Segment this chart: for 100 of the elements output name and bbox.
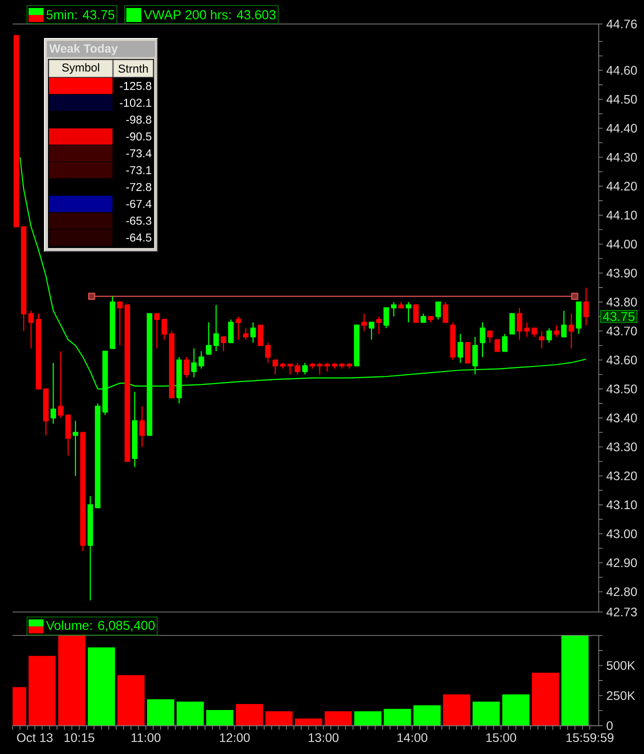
- y-tick-label: 43.50: [606, 384, 637, 394]
- bar: [265, 711, 293, 726]
- candlestick: [464, 342, 470, 364]
- y-tick-label: 500K: [606, 661, 636, 670]
- bar: [147, 699, 174, 726]
- candlestick: [554, 324, 560, 338]
- y-tick-label: 44.20: [606, 182, 637, 191]
- candlestick: [361, 313, 367, 332]
- candlestick: [480, 322, 486, 358]
- bar: [176, 702, 204, 726]
- candlestick: [324, 362, 330, 372]
- candlestick: [58, 350, 64, 418]
- candlestick: [413, 304, 419, 323]
- y-tick-label: 0: [606, 721, 613, 730]
- candlestick: [532, 328, 538, 338]
- legend-label: 5min: 43.75: [46, 10, 114, 20]
- candlestick: [435, 302, 441, 320]
- y-tick-label: 44.00: [606, 240, 637, 249]
- candlestick: [458, 333, 464, 364]
- x-tick-label: 11:00: [132, 733, 160, 742]
- candlestick: [316, 362, 322, 376]
- candlestick: [14, 35, 20, 228]
- candlestick: [487, 330, 493, 344]
- candlestick: [368, 322, 374, 340]
- y-tick-label: 44.40: [606, 124, 637, 133]
- candlestick: [162, 318, 168, 340]
- candlestick: [472, 336, 478, 376]
- candlestick: [242, 328, 248, 340]
- bar: [561, 635, 589, 726]
- y-tick-label: 43.90: [606, 268, 637, 278]
- candlestick: [398, 302, 404, 308]
- data-label: -72.8: [126, 182, 152, 192]
- candlestick: [516, 307, 522, 340]
- bar: [58, 635, 86, 726]
- y-tick-label: 44.50: [606, 94, 637, 104]
- candlestick: [28, 310, 34, 349]
- data-label: -98.8: [126, 116, 152, 124]
- y-tick-label: 42.80: [606, 587, 637, 596]
- candlestick: [139, 406, 145, 448]
- data-label: -64.5: [126, 234, 152, 242]
- y-tick-label: 43.30: [606, 442, 637, 452]
- y-tick-label: 43.10: [606, 500, 637, 510]
- bar: [206, 710, 234, 726]
- candlestick: [236, 316, 242, 340]
- candlestick: [302, 362, 308, 376]
- y-tick-label: 250K: [606, 691, 636, 700]
- x-tick-label: 13:00: [308, 733, 338, 742]
- candlestick: [80, 432, 86, 552]
- candlestick: [450, 322, 456, 361]
- candlestick: [538, 330, 544, 349]
- bar: [88, 647, 116, 726]
- candlestick: [354, 324, 360, 366]
- candlestick: [228, 318, 234, 344]
- candlestick: [72, 420, 78, 476]
- bar: [472, 702, 500, 726]
- data-label: -73.4: [126, 149, 152, 158]
- candlestick: [213, 304, 219, 352]
- y-tick-label: 43.60: [606, 356, 637, 364]
- candlestick: [168, 330, 174, 398]
- candlestick: [198, 350, 204, 370]
- bar: [354, 711, 382, 726]
- candlestick: [65, 414, 71, 456]
- candlestick: [50, 362, 56, 424]
- bar: [443, 694, 470, 726]
- candlestick: [132, 391, 138, 468]
- x-tick-label: 15:59:59: [566, 733, 614, 742]
- candlestick: [88, 496, 94, 601]
- candlestick: [568, 313, 574, 349]
- bar: [324, 711, 352, 726]
- y-tick-label: 43.80: [606, 298, 637, 306]
- candlestick: [546, 328, 552, 344]
- y-tick-label: 44.30: [606, 152, 637, 162]
- y-tick-label: 44.60: [606, 66, 637, 75]
- x-tick-label: Oct 13: [17, 733, 53, 742]
- data-label: -102.1: [120, 98, 152, 107]
- candlestick: [509, 313, 515, 334]
- candlestick: [428, 316, 434, 323]
- legend-label: Volume: 6,085,400: [46, 620, 155, 632]
- y-tick-label: 44.10: [606, 210, 637, 220]
- candlestick: [117, 302, 123, 346]
- candlestick: [502, 333, 508, 352]
- data-label: -65.3: [126, 216, 152, 225]
- candlestick: [420, 313, 426, 323]
- candlestick: [184, 356, 190, 378]
- y-tick-label: 43.40: [606, 414, 637, 422]
- candlestick: [346, 362, 352, 370]
- candlestick: [494, 339, 500, 352]
- candlestick: [124, 304, 130, 462]
- bar: [413, 705, 441, 726]
- candlestick: [406, 302, 412, 323]
- bar: [28, 656, 56, 726]
- y-tick-label: 43.00: [606, 529, 637, 538]
- candlestick: [154, 313, 160, 349]
- y-tick-label: 43.20: [606, 471, 637, 480]
- candlestick: [376, 316, 382, 334]
- candlestick: [280, 362, 286, 370]
- candlestick: [191, 348, 197, 378]
- x-tick-label: 12:00: [220, 733, 250, 742]
- candlestick: [384, 307, 390, 329]
- x-tick-label: 14:00: [398, 733, 428, 742]
